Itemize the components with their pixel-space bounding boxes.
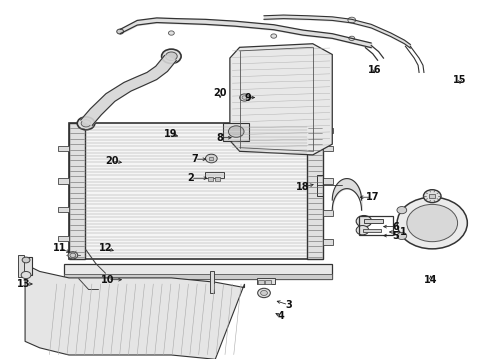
- Bar: [222, 123, 249, 140]
- Circle shape: [228, 126, 244, 137]
- Text: 5: 5: [391, 231, 398, 240]
- Circle shape: [168, 31, 174, 35]
- Bar: [210, 271, 214, 293]
- Text: 3: 3: [285, 300, 291, 310]
- Bar: [69, 123, 84, 259]
- Text: 10: 10: [101, 275, 115, 285]
- Bar: [322, 178, 332, 184]
- Bar: [256, 278, 275, 284]
- Text: 15: 15: [452, 75, 466, 85]
- Bar: [58, 235, 69, 241]
- Circle shape: [270, 34, 276, 38]
- Bar: [322, 128, 332, 134]
- Text: 14: 14: [423, 275, 437, 285]
- Bar: [69, 123, 322, 259]
- Bar: [205, 172, 224, 178]
- Circle shape: [117, 29, 123, 34]
- Bar: [358, 216, 392, 234]
- Circle shape: [347, 17, 355, 23]
- Bar: [64, 264, 331, 279]
- Circle shape: [70, 253, 76, 257]
- Circle shape: [348, 36, 354, 41]
- Bar: [316, 175, 322, 196]
- Text: 17: 17: [365, 192, 378, 202]
- Polygon shape: [81, 55, 176, 125]
- Circle shape: [22, 257, 30, 263]
- Bar: [58, 178, 69, 184]
- Text: 20: 20: [105, 156, 119, 166]
- Polygon shape: [25, 264, 244, 359]
- Circle shape: [396, 232, 406, 239]
- Circle shape: [165, 52, 177, 60]
- Bar: [322, 239, 332, 244]
- Text: 4: 4: [277, 311, 284, 321]
- Bar: [265, 280, 271, 284]
- Bar: [215, 177, 220, 181]
- Bar: [209, 157, 213, 160]
- Bar: [208, 177, 213, 181]
- Circle shape: [161, 49, 181, 63]
- Bar: [58, 207, 69, 212]
- Bar: [64, 274, 331, 279]
- Text: 13: 13: [17, 279, 31, 289]
- Circle shape: [260, 291, 267, 296]
- Text: 20: 20: [213, 88, 226, 98]
- Circle shape: [355, 226, 368, 235]
- Bar: [428, 194, 434, 198]
- Text: 7: 7: [191, 154, 198, 164]
- Text: 9: 9: [244, 93, 250, 103]
- Circle shape: [68, 252, 78, 259]
- Circle shape: [355, 216, 371, 227]
- Text: 19: 19: [163, 129, 177, 139]
- Bar: [257, 280, 263, 284]
- Circle shape: [242, 96, 246, 99]
- Circle shape: [396, 197, 467, 249]
- Circle shape: [21, 271, 31, 279]
- Bar: [18, 255, 23, 277]
- Polygon shape: [229, 44, 331, 155]
- Text: 8: 8: [216, 133, 223, 143]
- Circle shape: [239, 94, 249, 101]
- Circle shape: [81, 120, 91, 127]
- Circle shape: [77, 117, 95, 130]
- Text: 16: 16: [366, 64, 380, 75]
- Bar: [306, 123, 322, 259]
- Circle shape: [257, 288, 270, 298]
- Bar: [20, 257, 32, 275]
- Bar: [363, 220, 383, 223]
- Text: 12: 12: [99, 243, 112, 253]
- Text: 2: 2: [187, 173, 194, 183]
- Circle shape: [423, 190, 440, 203]
- Circle shape: [205, 154, 217, 163]
- Circle shape: [406, 204, 457, 242]
- Circle shape: [396, 207, 406, 214]
- Text: 18: 18: [296, 182, 309, 192]
- Text: 6: 6: [391, 222, 398, 231]
- Bar: [322, 146, 332, 151]
- Bar: [322, 211, 332, 216]
- Text: 11: 11: [52, 243, 66, 253]
- Bar: [58, 146, 69, 151]
- Text: 1: 1: [399, 227, 406, 237]
- Bar: [362, 229, 380, 231]
